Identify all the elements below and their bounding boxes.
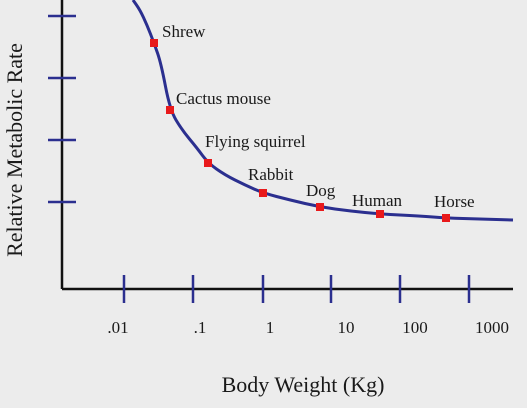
point-label-rabbit: Rabbit xyxy=(248,165,294,184)
point-label-flying-squirrel: Flying squirrel xyxy=(205,132,306,151)
data-point-horse xyxy=(442,214,450,222)
data-point-dog xyxy=(316,203,324,211)
data-point-cactus-mouse xyxy=(166,106,174,114)
x-tick-label: 10 xyxy=(338,318,355,337)
data-point-shrew xyxy=(150,39,158,47)
x-tick-label: 1000 xyxy=(475,318,509,337)
x-tick-label: 100 xyxy=(402,318,428,337)
point-labels: Shrew Cactus mouse Flying squirrel Rabbit Do… xyxy=(162,22,475,211)
x-tick-label: .1 xyxy=(194,318,207,337)
y-axis-label: Relative Metabolic Rate xyxy=(2,43,27,257)
data-point-rabbit xyxy=(259,189,267,197)
x-tick-label: .01 xyxy=(107,318,128,337)
point-label-human: Human xyxy=(352,191,403,210)
data-point-human xyxy=(376,210,384,218)
point-label-dog: Dog xyxy=(306,181,336,200)
point-label-cactus-mouse: Cactus mouse xyxy=(176,89,271,108)
data-point-flying-squirrel xyxy=(204,159,212,167)
point-label-shrew: Shrew xyxy=(162,22,206,41)
x-ticks xyxy=(122,275,471,303)
y-ticks xyxy=(48,14,76,204)
x-tick-labels: .01 .1 1 10 100 1000 xyxy=(107,318,509,337)
point-label-horse: Horse xyxy=(434,192,475,211)
x-axis-label: Body Weight (Kg) xyxy=(222,372,385,397)
x-tick-label: 1 xyxy=(266,318,275,337)
data-points xyxy=(150,39,450,222)
